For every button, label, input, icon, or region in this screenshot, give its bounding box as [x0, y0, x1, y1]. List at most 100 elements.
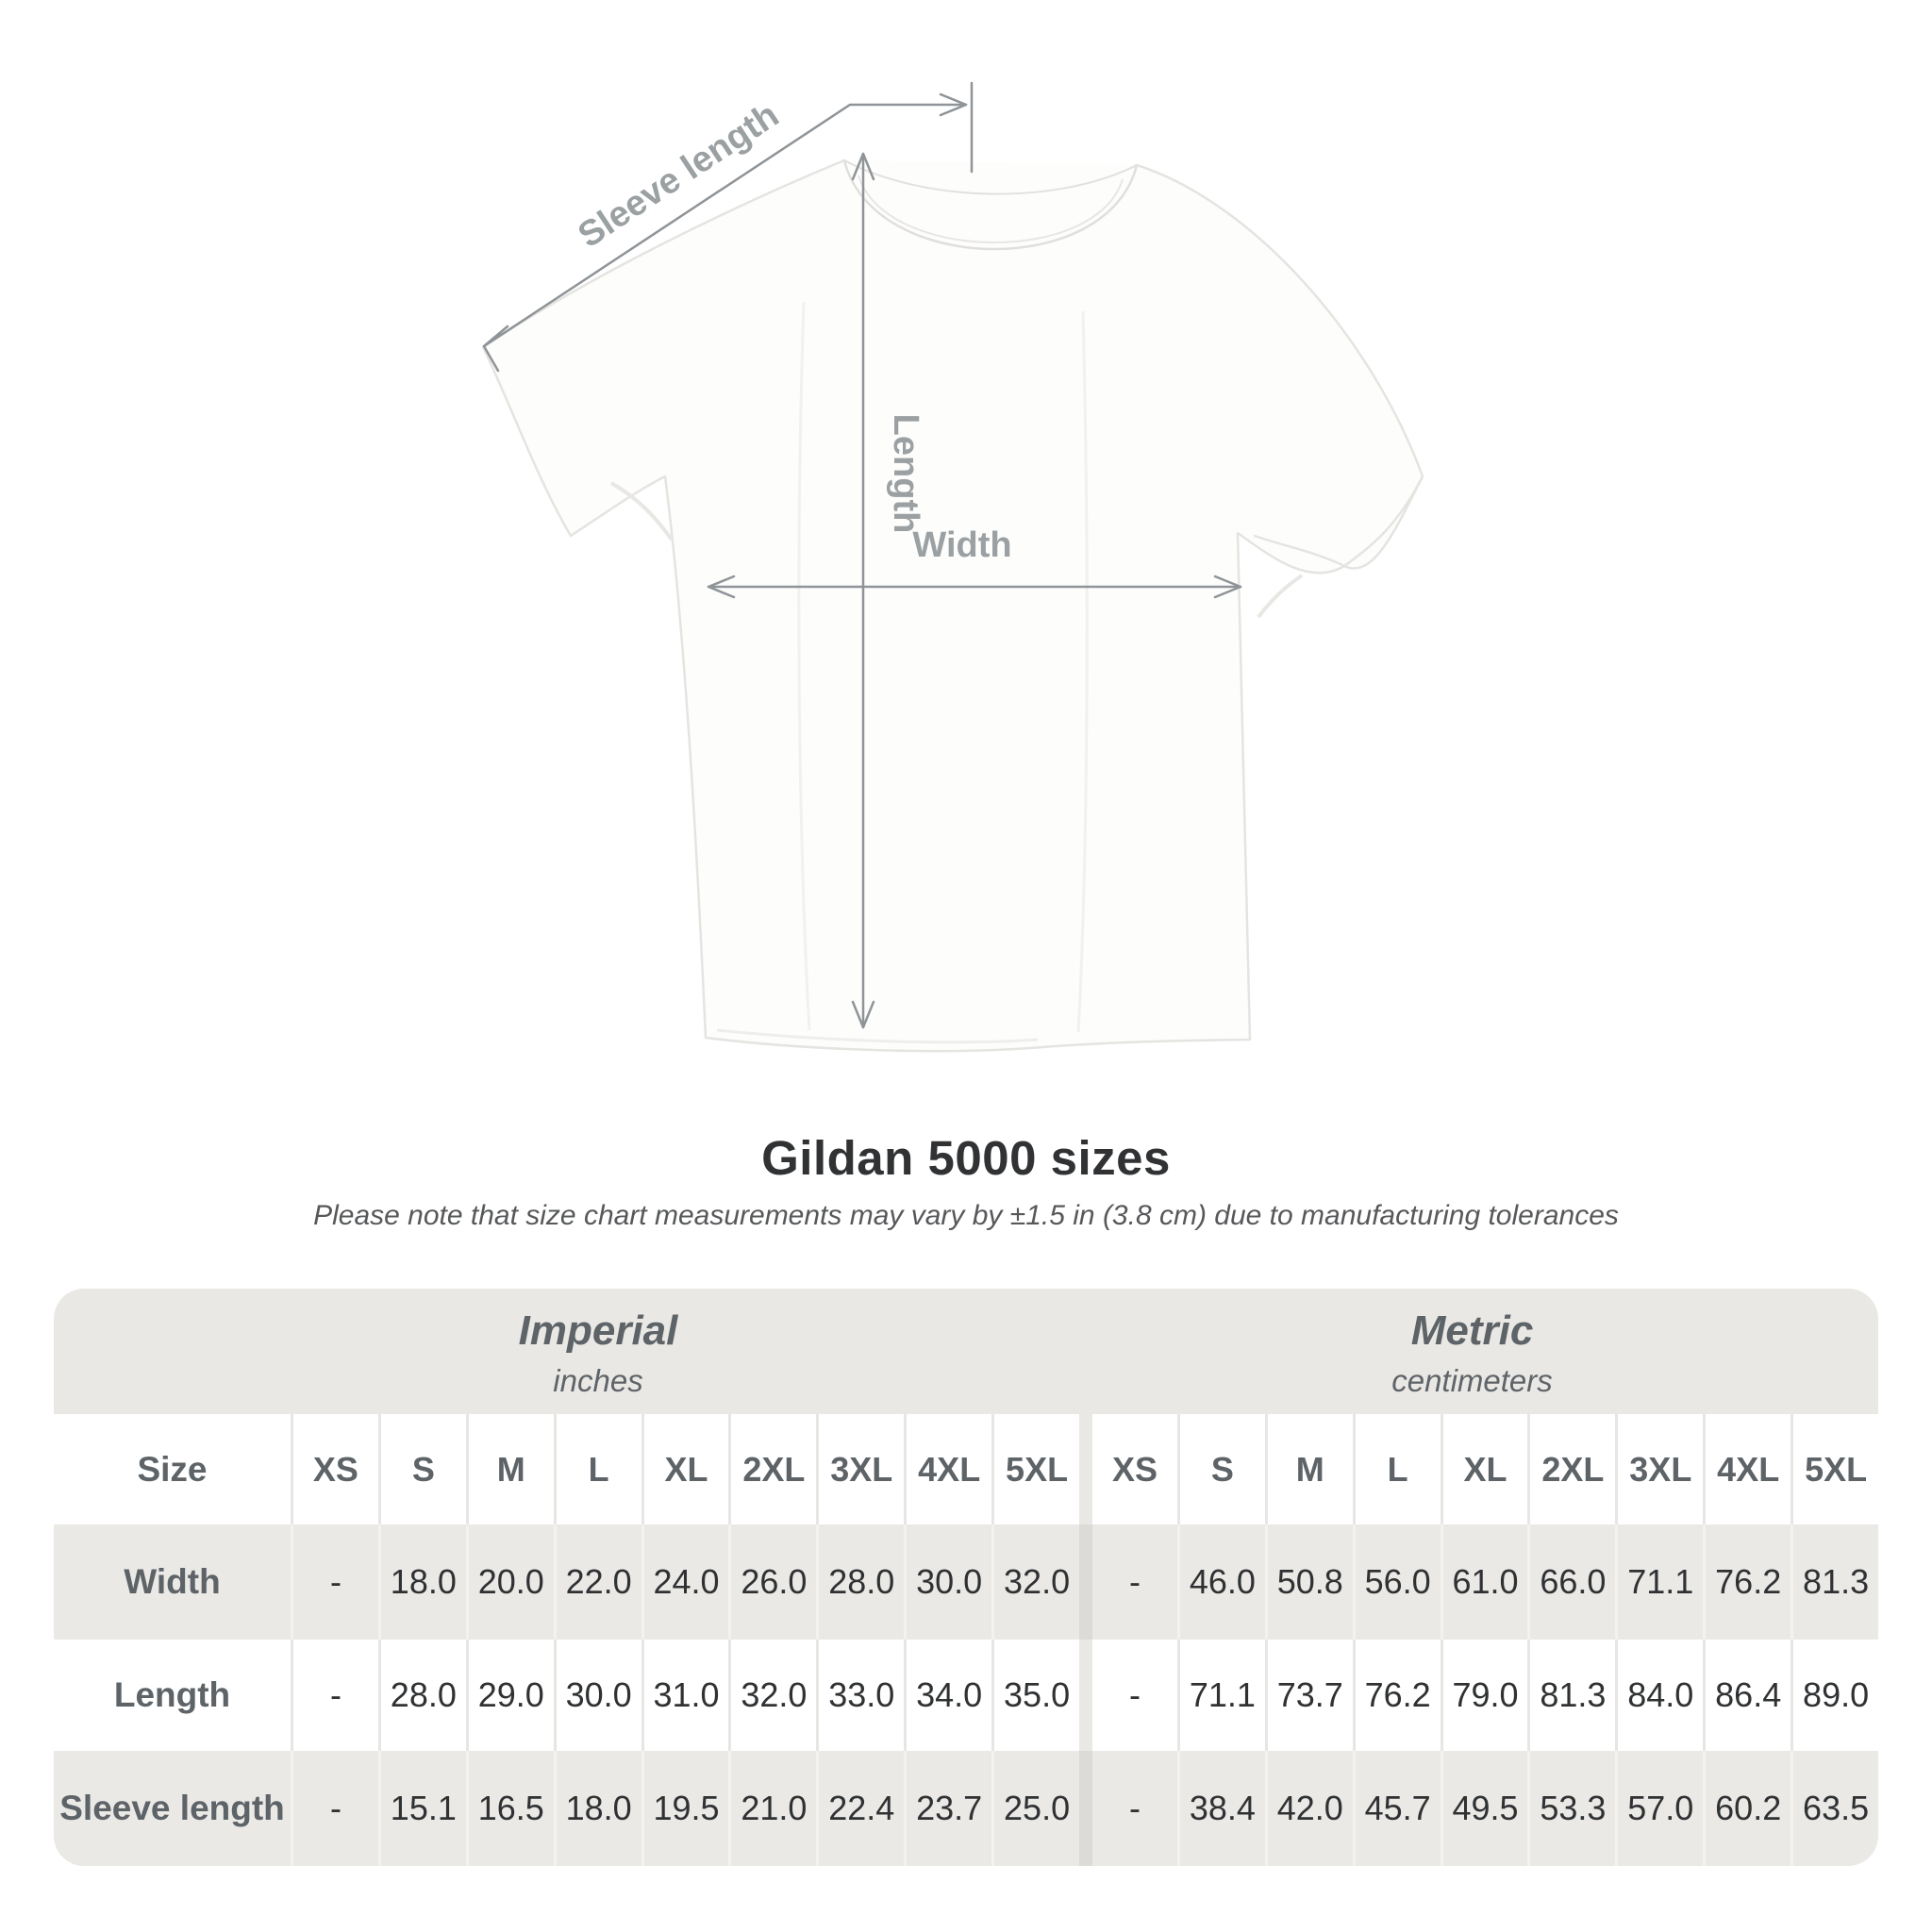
- value-cell: 42.0: [1264, 1751, 1353, 1866]
- value-cell: -: [291, 1640, 378, 1751]
- value-cell: 28.0: [377, 1640, 466, 1751]
- value-cell: 46.0: [1176, 1524, 1265, 1640]
- sleeve-length-row: Sleeve length -15.1 16.5 18.0 19.5 21.0 22.4 23…: [54, 1751, 1878, 1866]
- row-label: Width: [124, 1562, 221, 1601]
- group-imperial-unit: inches: [553, 1363, 643, 1398]
- value-cell: 24.0: [641, 1524, 729, 1640]
- value-cell: 33.0: [816, 1640, 904, 1751]
- value-cell: 49.5: [1440, 1751, 1528, 1866]
- length-label: Length: [886, 414, 925, 534]
- value-cell: 30.0: [553, 1640, 641, 1751]
- value-cell: 71.1: [1615, 1524, 1703, 1640]
- value-cell: 15.1: [377, 1751, 466, 1866]
- size-header-cell: 3XL: [816, 1414, 904, 1524]
- width-row: Width -18.0 20.0 22.0 24.0 26.0 28.0 30.0 32.0-4…: [54, 1524, 1878, 1640]
- size-header-cell: L: [553, 1414, 641, 1524]
- group-metric-name: Metric: [1410, 1307, 1534, 1354]
- size-header-cell: XS: [291, 1414, 378, 1524]
- fabric-fold: [1076, 310, 1089, 1033]
- size-header-cell: 4XL: [904, 1414, 991, 1524]
- collar-outer-edge: [842, 159, 1139, 251]
- length-row: Length -28.0 29.0 30.0 31.0 32.0 33.0 34.0 35.0-…: [54, 1640, 1878, 1751]
- size-corner-label: Size: [137, 1449, 208, 1489]
- value-cell: 23.7: [904, 1751, 991, 1866]
- size-header-cell: M: [1264, 1414, 1353, 1524]
- value-cell: 26.0: [728, 1524, 816, 1640]
- value-cell: -: [1128, 1675, 1141, 1714]
- value-cell: 38.4: [1176, 1751, 1265, 1866]
- value-cell: 34.0: [904, 1640, 991, 1751]
- value-cell: 76.2: [1703, 1524, 1790, 1640]
- size-header-cell: L: [1352, 1414, 1441, 1524]
- value-cell: -: [291, 1524, 378, 1640]
- group-divider: [1079, 1640, 1093, 1751]
- size-header-cell: 5XL: [991, 1414, 1079, 1524]
- width-label: Width: [912, 525, 1011, 565]
- group-imperial-name: Imperial: [518, 1307, 678, 1354]
- length-arrow: [851, 152, 875, 1029]
- armpit-crease: [610, 481, 674, 541]
- value-cell: 28.0: [816, 1524, 904, 1640]
- group-metric-unit: centimeters: [1391, 1363, 1553, 1398]
- right-sleeve-edge: [1253, 475, 1424, 568]
- value-cell: 31.0: [641, 1640, 729, 1751]
- value-cell: 61.0: [1440, 1524, 1528, 1640]
- value-cell: 22.0: [553, 1524, 641, 1640]
- value-cell: 50.8: [1264, 1524, 1353, 1640]
- size-header-cell: 3XL: [1615, 1414, 1703, 1524]
- group-divider: [1079, 1414, 1093, 1524]
- value-cell: -: [291, 1751, 378, 1866]
- value-cell: 29.0: [465, 1640, 554, 1751]
- value-cell: 89.0: [1790, 1640, 1878, 1751]
- size-header-cell: XS: [1111, 1449, 1158, 1489]
- value-cell: 53.3: [1527, 1751, 1615, 1866]
- size-header-cell: 2XL: [728, 1414, 816, 1524]
- value-cell: 79.0: [1440, 1640, 1528, 1751]
- sleeve-length-arrow: [482, 92, 968, 373]
- page-title: Gildan 5000 sizes: [761, 1131, 1171, 1185]
- tshirt-outline: [481, 158, 1424, 1053]
- value-cell: 81.3: [1790, 1524, 1878, 1640]
- size-header-cell: 5XL: [1790, 1414, 1878, 1524]
- value-cell: 19.5: [641, 1751, 729, 1866]
- group-divider: [1079, 1751, 1093, 1866]
- value-cell: 63.5: [1790, 1751, 1878, 1866]
- value-cell: 56.0: [1352, 1524, 1441, 1640]
- unit-group-header: Imperial inches Metric centimeters: [54, 1289, 1878, 1414]
- value-cell: 18.0: [553, 1751, 641, 1866]
- armpit-crease: [1257, 574, 1304, 619]
- value-cell: 21.0: [728, 1751, 816, 1866]
- value-cell: -: [1128, 1789, 1141, 1827]
- width-arrow: [707, 575, 1242, 599]
- collar-inner-edge: [858, 175, 1124, 243]
- value-cell: 16.5: [465, 1751, 554, 1866]
- value-cell: 45.7: [1352, 1751, 1441, 1866]
- fabric-fold: [797, 301, 811, 1031]
- value-cell: 22.4: [816, 1751, 904, 1866]
- size-header-cell: 2XL: [1527, 1414, 1615, 1524]
- value-cell: 71.1: [1176, 1640, 1265, 1751]
- page-subtitle: Please note that size chart measurements…: [313, 1200, 1619, 1231]
- value-cell: 60.2: [1703, 1751, 1790, 1866]
- value-cell: 73.7: [1264, 1640, 1353, 1751]
- value-cell: 32.0: [728, 1640, 816, 1751]
- value-cell: 76.2: [1352, 1640, 1441, 1751]
- size-header-cell: S: [377, 1414, 466, 1524]
- row-label: Sleeve length: [59, 1789, 285, 1827]
- size-header-cell: 4XL: [1703, 1414, 1790, 1524]
- group-metric: Metric centimeters: [1094, 1289, 1878, 1414]
- value-cell: 35.0: [991, 1640, 1079, 1751]
- value-cell: 57.0: [1615, 1751, 1703, 1866]
- size-header-row: Size XS S M L XL 2XL 3XL 4XL 5XL XS S M L XL 2XL 3XL 4XL 5…: [54, 1414, 1878, 1524]
- value-cell: 86.4: [1703, 1640, 1790, 1751]
- value-cell: 30.0: [904, 1524, 991, 1640]
- value-cell: 81.3: [1527, 1640, 1615, 1751]
- group-divider: [1079, 1524, 1093, 1640]
- size-header-cell: M: [465, 1414, 554, 1524]
- dimension-lines: [482, 81, 1242, 1029]
- value-cell: 84.0: [1615, 1640, 1703, 1751]
- row-label: Length: [113, 1675, 231, 1714]
- size-header-cell: XL: [641, 1414, 729, 1524]
- value-cell: -: [1128, 1562, 1141, 1601]
